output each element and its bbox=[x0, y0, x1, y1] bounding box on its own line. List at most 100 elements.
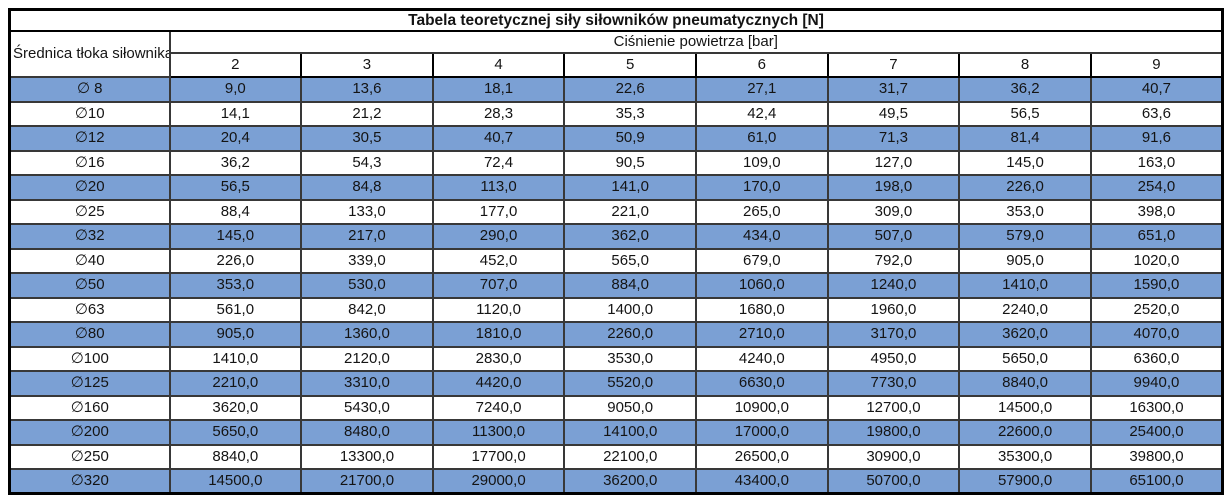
force-value-cell: 14,1 bbox=[168, 100, 303, 127]
force-value-cell: 31,7 bbox=[826, 76, 961, 103]
force-value-cell: 91,6 bbox=[1089, 125, 1224, 152]
force-value-cell: 17000,0 bbox=[695, 419, 829, 446]
force-value-cell: 1960,0 bbox=[826, 296, 961, 323]
table-row: ∅10 14,1 21,2 28,3 35,3 42,4 49,5 56,5 63,6 bbox=[8, 100, 1224, 127]
force-value-cell: 22600,0 bbox=[958, 419, 1092, 446]
diameter-cell: ∅160 bbox=[8, 394, 171, 421]
force-value-cell: 36200,0 bbox=[563, 468, 697, 495]
pressure-values-row: 2 3 4 5 6 7 8 9 bbox=[10, 52, 1224, 78]
force-value-cell: 113,0 bbox=[431, 174, 566, 201]
diameter-cell: ∅250 bbox=[8, 443, 171, 470]
force-value-cell: 21,2 bbox=[300, 100, 434, 127]
diameter-cell: ∅50 bbox=[8, 272, 171, 299]
force-value-cell: 72,4 bbox=[431, 149, 566, 176]
table-row: ∅160 3620,0 5430,0 7240,0 9050,0 10900,0 12700… bbox=[8, 394, 1224, 421]
force-value-cell: 163,0 bbox=[1089, 149, 1224, 176]
force-value-cell: 4950,0 bbox=[826, 345, 961, 372]
force-value-cell: 1060,0 bbox=[695, 272, 829, 299]
force-value-cell: 36,2 bbox=[168, 149, 303, 176]
force-value-cell: 561,0 bbox=[168, 296, 303, 323]
force-value-cell: 35300,0 bbox=[958, 443, 1092, 470]
group-header-row: Średnica tłoka siłownika Ciśnienie powie… bbox=[8, 30, 1224, 78]
force-value-cell: 452,0 bbox=[431, 247, 566, 274]
force-value-cell: 1410,0 bbox=[958, 272, 1092, 299]
table-row: ∅63 561,0 842,0 1120,0 1400,0 1680,0 1960,0 224… bbox=[8, 296, 1224, 323]
force-value-cell: 26500,0 bbox=[695, 443, 829, 470]
force-value-cell: 265,0 bbox=[695, 198, 829, 225]
force-value-cell: 679,0 bbox=[695, 247, 829, 274]
force-value-cell: 353,0 bbox=[958, 198, 1092, 225]
force-value-cell: 362,0 bbox=[563, 223, 697, 250]
table-row: ∅100 1410,0 2120,0 2830,0 3530,0 4240,0 4950,0… bbox=[8, 345, 1224, 372]
table-row: ∅32 145,0 217,0 290,0 362,0 434,0 507,0 579,0 65… bbox=[8, 223, 1224, 250]
table-row: ∅25 88,4 133,0 177,0 221,0 265,0 309,0 353,0 398… bbox=[8, 198, 1224, 225]
table-row: ∅200 5650,0 8480,0 11300,0 14100,0 17000,0 198… bbox=[8, 419, 1224, 446]
force-value-cell: 905,0 bbox=[958, 247, 1092, 274]
force-value-cell: 3170,0 bbox=[826, 321, 961, 348]
force-value-cell: 290,0 bbox=[431, 223, 566, 250]
force-value-cell: 579,0 bbox=[958, 223, 1092, 250]
force-value-cell: 30900,0 bbox=[826, 443, 961, 470]
force-value-cell: 5520,0 bbox=[563, 370, 697, 397]
force-value-cell: 14500,0 bbox=[958, 394, 1092, 421]
force-value-cell: 50700,0 bbox=[826, 468, 961, 495]
diameter-cell: ∅32 bbox=[8, 223, 171, 250]
force-value-cell: 217,0 bbox=[300, 223, 434, 250]
force-value-cell: 3620,0 bbox=[958, 321, 1092, 348]
force-value-cell: 198,0 bbox=[826, 174, 961, 201]
force-value-cell: 8840,0 bbox=[958, 370, 1092, 397]
force-value-cell: 5650,0 bbox=[168, 419, 303, 446]
force-value-cell: 1680,0 bbox=[695, 296, 829, 323]
diameter-cell: ∅20 bbox=[8, 174, 171, 201]
force-value-cell: 25400,0 bbox=[1089, 419, 1224, 446]
force-value-cell: 17700,0 bbox=[431, 443, 566, 470]
diameter-cell: ∅16 bbox=[8, 149, 171, 176]
force-value-cell: 1120,0 bbox=[431, 296, 566, 323]
force-value-cell: 50,9 bbox=[563, 125, 697, 152]
title-row: Tabela teoretycznej siły siłowników pneu… bbox=[8, 8, 1224, 32]
force-value-cell: 10900,0 bbox=[695, 394, 829, 421]
pressure-col-header: 5 bbox=[563, 52, 697, 78]
pressure-col-header: 2 bbox=[168, 52, 303, 78]
diameter-cell: ∅100 bbox=[8, 345, 171, 372]
pressure-group-header: Ciśnienie powietrza [bar] bbox=[168, 30, 1224, 54]
force-value-cell: 4070,0 bbox=[1089, 321, 1224, 348]
force-value-cell: 8840,0 bbox=[168, 443, 303, 470]
table-row: ∅ 8 9,0 13,6 18,1 22,6 27,1 31,7 36,2 40,7 bbox=[8, 76, 1224, 103]
force-value-cell: 20,4 bbox=[168, 125, 303, 152]
table-title: Tabela teoretycznej siły siłowników pneu… bbox=[8, 8, 1224, 32]
diameter-cell: ∅80 bbox=[8, 321, 171, 348]
force-value-cell: 9050,0 bbox=[563, 394, 697, 421]
force-value-cell: 1020,0 bbox=[1089, 247, 1224, 274]
force-value-cell: 61,0 bbox=[695, 125, 829, 152]
force-value-cell: 9940,0 bbox=[1089, 370, 1224, 397]
force-value-cell: 16300,0 bbox=[1089, 394, 1224, 421]
force-value-cell: 3620,0 bbox=[168, 394, 303, 421]
force-value-cell: 353,0 bbox=[168, 272, 303, 299]
force-value-cell: 56,5 bbox=[168, 174, 303, 201]
force-value-cell: 39800,0 bbox=[1089, 443, 1224, 470]
pressure-col-header: 8 bbox=[958, 52, 1092, 78]
force-value-cell: 2260,0 bbox=[563, 321, 697, 348]
diameter-cell: ∅63 bbox=[8, 296, 171, 323]
pneumatic-force-table: Tabela teoretycznej siły siłowników pneu… bbox=[8, 8, 1224, 495]
force-value-cell: 127,0 bbox=[826, 149, 961, 176]
force-value-cell: 14500,0 bbox=[168, 468, 303, 495]
document-page: Tabela teoretycznej siły siłowników pneu… bbox=[8, 8, 1224, 495]
force-value-cell: 133,0 bbox=[300, 198, 434, 225]
force-value-cell: 177,0 bbox=[431, 198, 566, 225]
diameter-cell: ∅125 bbox=[8, 370, 171, 397]
force-value-cell: 40,7 bbox=[1089, 76, 1224, 103]
force-value-cell: 2210,0 bbox=[168, 370, 303, 397]
force-value-cell: 2120,0 bbox=[300, 345, 434, 372]
force-value-cell: 651,0 bbox=[1089, 223, 1224, 250]
force-value-cell: 2240,0 bbox=[958, 296, 1092, 323]
force-value-cell: 19800,0 bbox=[826, 419, 961, 446]
force-value-cell: 84,8 bbox=[300, 174, 434, 201]
diameter-cell: ∅25 bbox=[8, 198, 171, 225]
diameter-cell: ∅200 bbox=[8, 419, 171, 446]
force-value-cell: 35,3 bbox=[563, 100, 697, 127]
force-value-cell: 530,0 bbox=[300, 272, 434, 299]
force-value-cell: 905,0 bbox=[168, 321, 303, 348]
force-value-cell: 1590,0 bbox=[1089, 272, 1224, 299]
